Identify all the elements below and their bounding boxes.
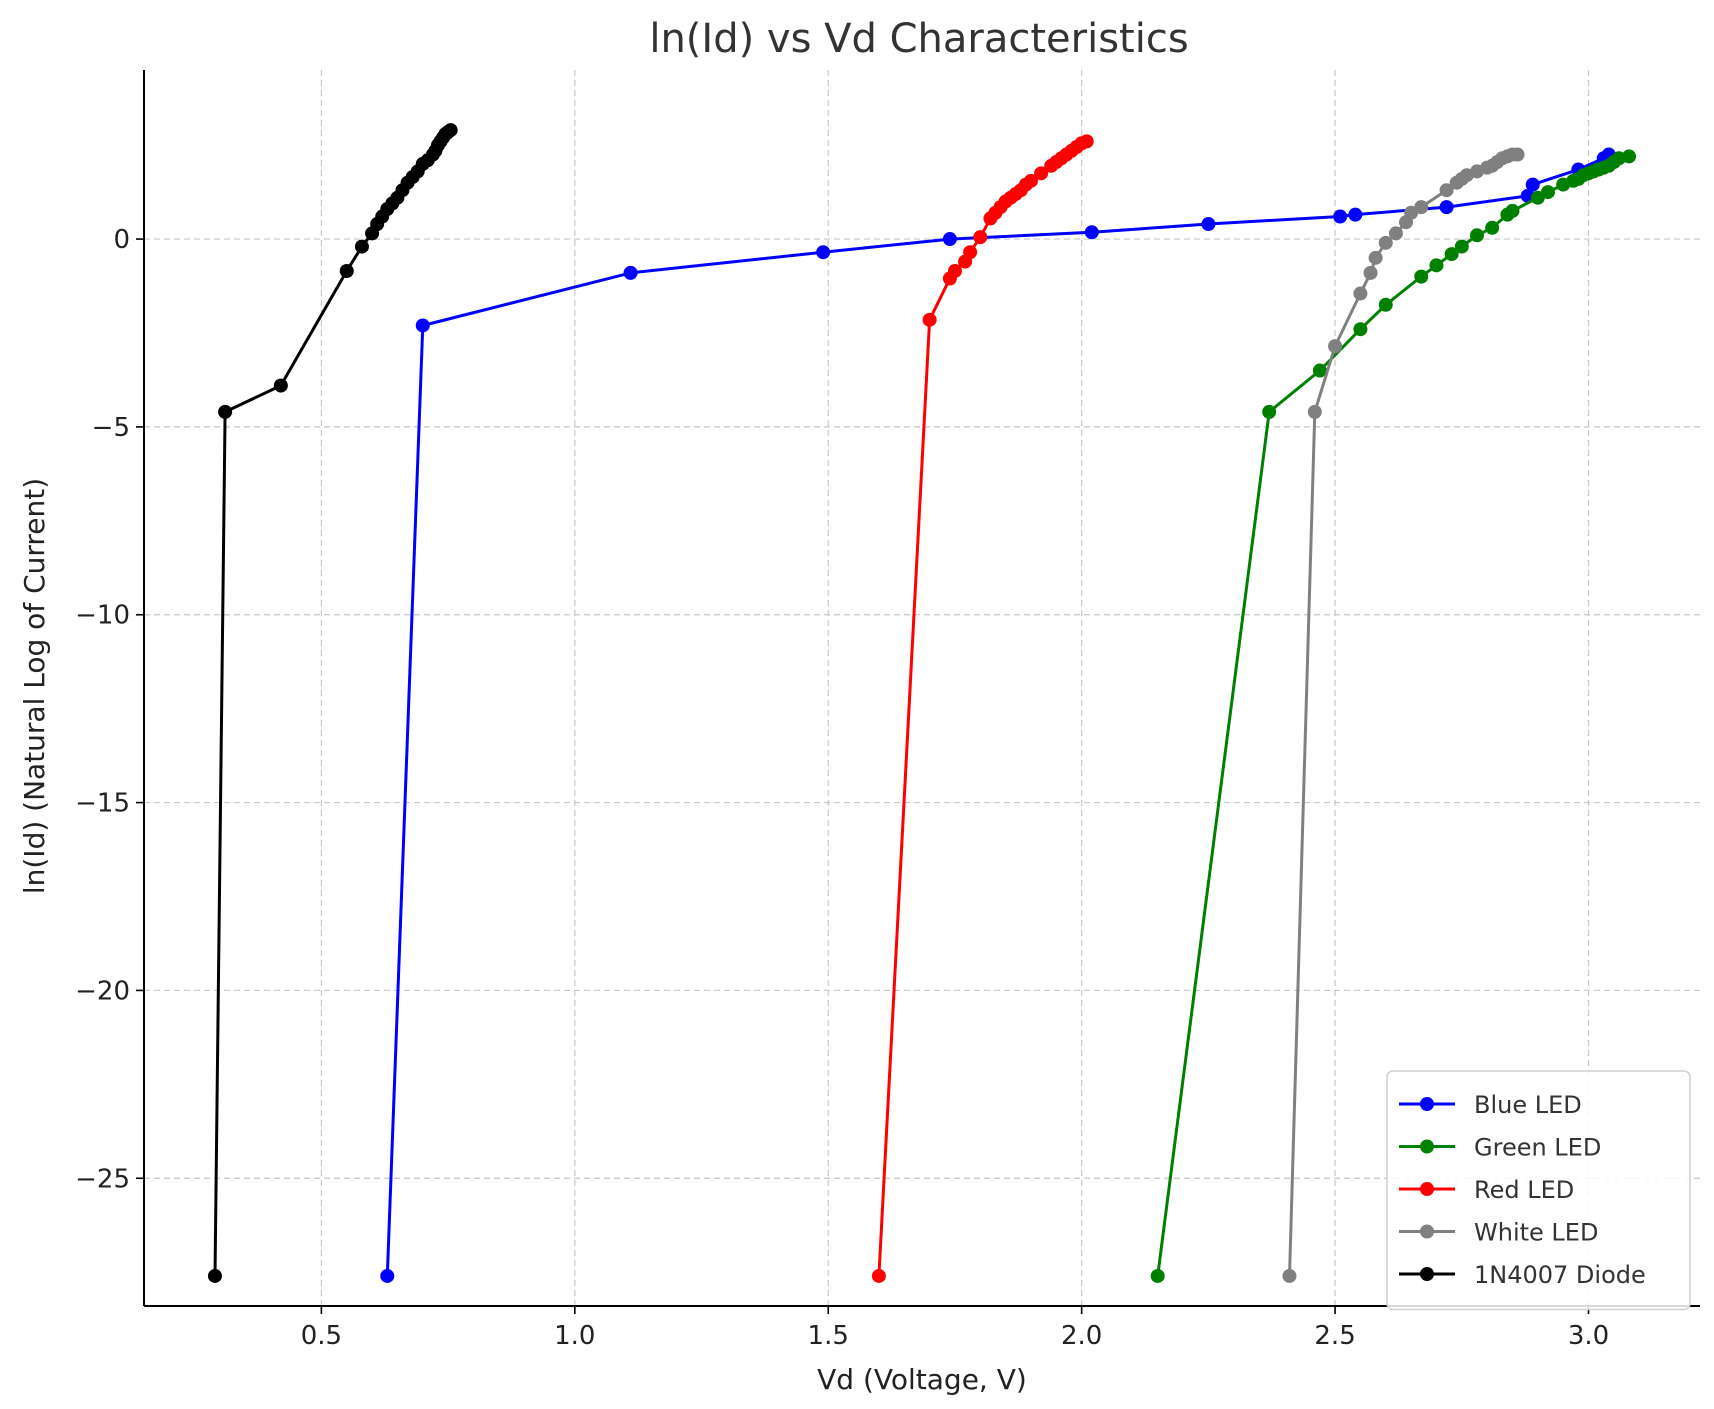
data-point-blue-led <box>1084 225 1099 240</box>
data-point-blue-led <box>1333 209 1348 224</box>
data-point-red-led <box>963 245 978 260</box>
data-point-red-led <box>973 230 988 245</box>
data-point-green-led <box>1262 404 1277 419</box>
data-point-green-led <box>1505 203 1520 218</box>
data-point-red-led <box>1079 134 1094 149</box>
legend-swatch-marker <box>1420 1267 1434 1281</box>
legend-swatch-marker <box>1420 1182 1434 1196</box>
data-point-1n4007-diode <box>207 1268 222 1283</box>
data-point-green-led <box>1540 185 1555 200</box>
data-point-blue-led <box>1525 177 1540 192</box>
data-point-1n4007-diode <box>443 123 458 138</box>
legend-swatch-marker <box>1420 1097 1434 1111</box>
legend-item-1n4007-diode: 1N4007 Diode <box>1399 1261 1646 1289</box>
data-point-red-led <box>947 263 962 278</box>
chart-title: ln(Id) vs Vd Characteristics <box>649 16 1188 62</box>
x-tick-label: 1.5 <box>808 1321 849 1351</box>
x-tick-label: 0.5 <box>301 1321 342 1351</box>
data-point-white-led <box>1328 339 1343 354</box>
legend-item-green-led: Green LED <box>1399 1134 1601 1162</box>
legend-label: White LED <box>1474 1219 1598 1247</box>
grid <box>144 70 1700 1306</box>
series-green-led <box>1150 149 1637 1283</box>
legend-label: 1N4007 Diode <box>1474 1261 1646 1289</box>
data-point-blue-led <box>623 265 638 280</box>
y-axis-ticks: 0 −5 −10 −15 −20 −25 <box>75 225 144 1194</box>
data-point-1n4007-diode <box>218 404 233 419</box>
x-tick-label: 2.5 <box>1314 1321 1355 1351</box>
series-1n4007-diode <box>207 123 458 1283</box>
data-point-white-led <box>1388 226 1403 241</box>
legend-label: Red LED <box>1474 1176 1574 1204</box>
data-point-1n4007-diode <box>339 263 354 278</box>
data-point-green-led <box>1378 297 1393 312</box>
y-tick-label: −25 <box>75 1164 130 1194</box>
data-point-blue-led <box>380 1268 395 1283</box>
data-point-red-led <box>1023 173 1038 188</box>
data-point-red-led <box>922 312 937 327</box>
x-tick-label: 2.0 <box>1061 1321 1102 1351</box>
data-point-1n4007-diode <box>354 239 369 254</box>
data-point-green-led <box>1469 228 1484 243</box>
data-point-red-led <box>1034 166 1049 181</box>
data-point-1n4007-diode <box>273 378 288 393</box>
data-point-white-led <box>1307 404 1322 419</box>
data-point-red-led <box>871 1268 886 1283</box>
series-red-led <box>871 134 1094 1283</box>
x-axis-ticks: 0.5 1.0 1.5 2.0 2.5 3.0 <box>301 1306 1609 1351</box>
series-white-led <box>1282 147 1525 1283</box>
data-point-green-led <box>1622 149 1637 164</box>
legend-box <box>1386 1070 1691 1311</box>
y-tick-label: −10 <box>75 601 130 631</box>
data-point-white-led <box>1378 235 1393 250</box>
data-point-blue-led <box>942 232 957 247</box>
data-point-green-led <box>1312 363 1327 378</box>
data-point-white-led <box>1363 265 1378 280</box>
data-point-white-led <box>1353 286 1368 301</box>
legend-item-white-led: White LED <box>1399 1219 1598 1247</box>
data-point-white-led <box>1510 147 1525 162</box>
legend-item-blue-led: Blue LED <box>1399 1091 1582 1119</box>
legend-item-red-led: Red LED <box>1399 1176 1574 1204</box>
data-point-blue-led <box>415 318 430 333</box>
data-point-green-led <box>1444 247 1459 262</box>
data-point-white-led <box>1282 1268 1297 1283</box>
legend-label: Blue LED <box>1474 1091 1582 1119</box>
data-point-white-led <box>1439 183 1454 198</box>
data-point-blue-led <box>816 245 831 260</box>
data-point-green-led <box>1353 322 1368 337</box>
data-point-green-led <box>1485 220 1500 235</box>
x-axis-label: Vd (Voltage, V) <box>817 1363 1027 1396</box>
legend-label: Green LED <box>1474 1134 1601 1162</box>
data-point-white-led <box>1368 250 1383 265</box>
legend-swatch-marker <box>1420 1224 1434 1239</box>
data-point-green-led <box>1454 239 1469 254</box>
data-point-blue-led <box>1201 217 1216 232</box>
y-axis-label: ln(Id) (Natural Log of Current) <box>18 478 51 894</box>
data-point-green-led <box>1414 269 1429 284</box>
data-point-green-led <box>1429 258 1444 273</box>
data-point-green-led <box>1150 1268 1165 1283</box>
data-point-white-led <box>1414 200 1429 215</box>
series-blue-led <box>380 147 1616 1283</box>
legend-swatch-marker <box>1420 1139 1434 1154</box>
series-group <box>207 123 1637 1283</box>
data-point-blue-led <box>1439 200 1454 215</box>
x-tick-label: 3.0 <box>1568 1321 1609 1351</box>
y-tick-label: −20 <box>75 976 130 1006</box>
x-tick-label: 1.0 <box>554 1321 595 1351</box>
y-tick-label: −5 <box>92 413 130 443</box>
legend: Blue LED Green LED Red LED White LED 1N4007 … <box>1386 1070 1691 1311</box>
y-tick-label: −15 <box>75 789 130 819</box>
y-tick-label: 0 <box>113 225 130 255</box>
data-point-blue-led <box>1348 207 1363 222</box>
